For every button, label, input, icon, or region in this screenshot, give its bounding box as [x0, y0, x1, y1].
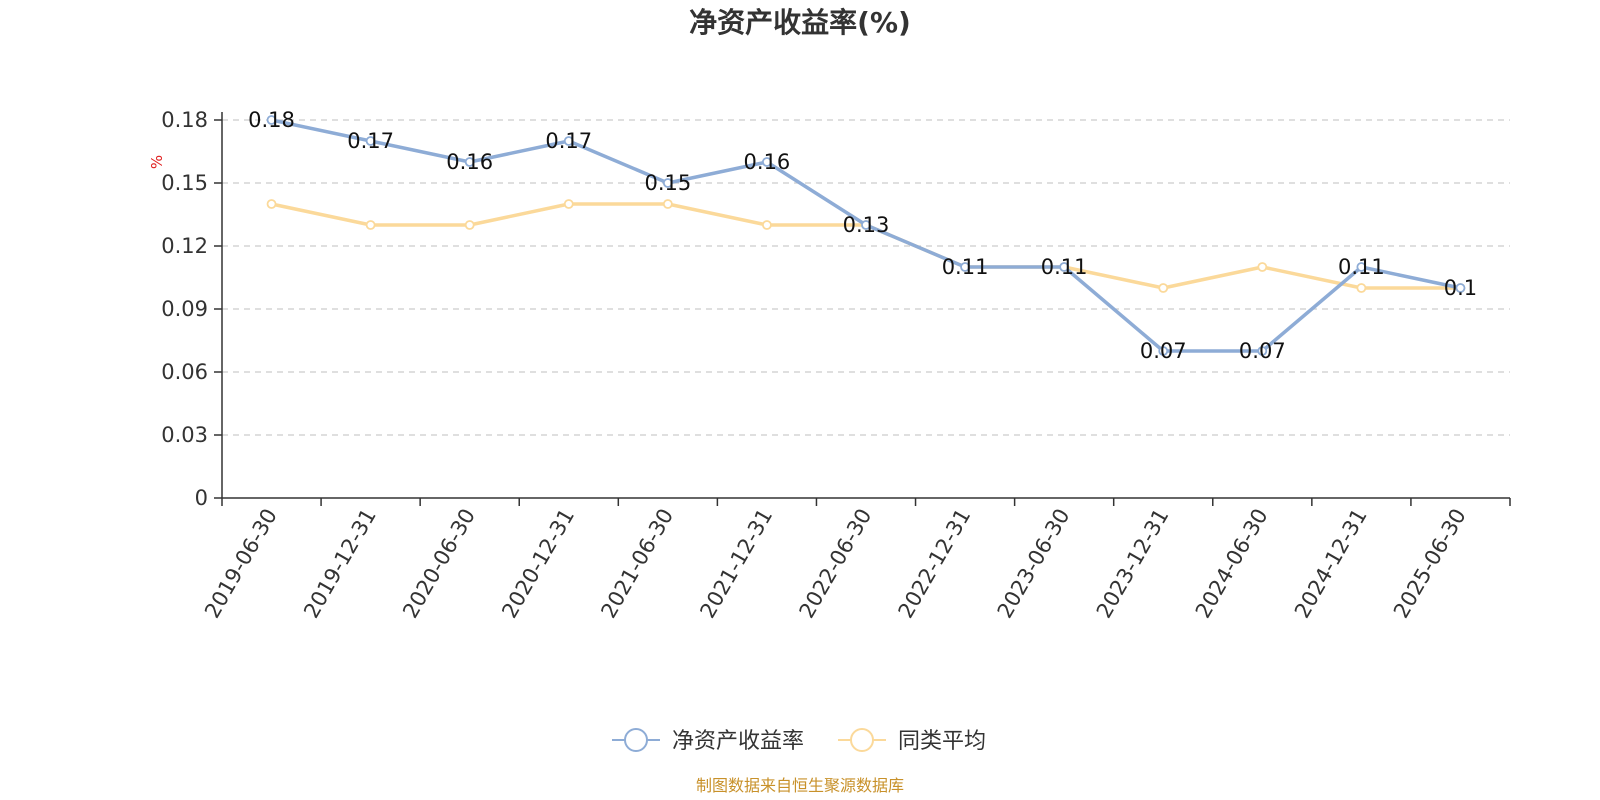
- y-tick-label: 0.06: [161, 360, 208, 384]
- series-1-point: [266, 199, 277, 209]
- legend-item-0[interactable]: 净资产收益率: [612, 728, 804, 754]
- data-label: 0.07: [1140, 339, 1187, 363]
- chart-title: 净资产收益率(%): [689, 6, 911, 39]
- x-tick-label: 2021-06-30: [596, 505, 678, 623]
- x-tick-label: 2023-06-30: [993, 505, 1075, 623]
- series-1-point: [464, 220, 475, 230]
- data-labels: 0.18 0.17 0.16 0.17 0.15 0.16 0.13 0.11 0.11 0.07…: [248, 108, 1477, 363]
- data-label: 0.13: [843, 213, 890, 237]
- data-label: 0.07: [1239, 339, 1286, 363]
- y-tick-label: 0.09: [161, 297, 208, 321]
- x-tick-label: 2020-12-31: [497, 505, 579, 623]
- data-label: 0.18: [248, 108, 295, 132]
- series-0-point: [861, 220, 871, 230]
- series-0-point: [960, 262, 970, 272]
- series-0-point: [762, 157, 772, 167]
- y-tick-label: 0.15: [161, 171, 208, 195]
- data-label: 0.11: [1041, 255, 1088, 279]
- data-label: 0.11: [942, 255, 989, 279]
- legend-marker: [850, 728, 874, 752]
- x-tick-label: 2020-06-30: [398, 505, 480, 623]
- series-0-point: [1356, 262, 1367, 272]
- series-0-point: [1059, 262, 1070, 272]
- x-tick-label: 2025-06-30: [1389, 505, 1471, 623]
- series-1-point: [762, 220, 772, 230]
- x-tick-label: 2021-12-31: [695, 505, 777, 623]
- grid-lines: [222, 119, 1510, 436]
- series-0-point: [563, 136, 574, 146]
- data-label: 0.17: [545, 129, 592, 153]
- series-0-point: [464, 157, 475, 167]
- series-0-point: [266, 115, 277, 125]
- x-tick-label: 2019-12-31: [299, 505, 381, 623]
- series-0-point: [1158, 346, 1169, 356]
- legend-item-1[interactable]: 同类平均: [838, 728, 986, 754]
- data-label: 0.15: [644, 171, 691, 195]
- series-1-point: [563, 199, 574, 209]
- series-0-point: [1257, 346, 1268, 356]
- legend-marker: [624, 728, 648, 752]
- x-tick-label: 2024-12-31: [1290, 505, 1372, 623]
- y-tick-label: 0.12: [161, 234, 208, 258]
- series-1-point: [662, 199, 673, 209]
- legend-label: 同类平均: [898, 729, 986, 754]
- series-lines: [266, 115, 1466, 356]
- x-tick-label: 2022-12-31: [894, 505, 976, 623]
- y-tick-label: 0.18: [161, 108, 208, 132]
- legend[interactable]: 净资产收益率 同类平均: [612, 728, 986, 754]
- x-axis-ticks: 2019-06-30 2019-12-31 2020-06-30 2020-12-31…: [200, 505, 1471, 623]
- series-0-point: [1455, 283, 1466, 293]
- y-tick-label: 0.03: [161, 423, 208, 447]
- series-1-point: [1257, 262, 1268, 272]
- data-label: 0.17: [347, 129, 394, 153]
- y-axis-unit-label: %: [148, 155, 166, 169]
- axes: [214, 112, 1511, 506]
- data-label: 0.1: [1444, 276, 1477, 300]
- data-source-note: 制图数据来自恒生聚源数据库: [696, 776, 904, 795]
- series-1-point: [1356, 283, 1367, 293]
- data-label: 0.16: [744, 150, 791, 174]
- series-0-point: [662, 178, 673, 188]
- x-tick-label: 2023-12-31: [1092, 505, 1174, 623]
- x-tick-label: 2022-06-30: [795, 505, 877, 623]
- y-tick-label: 0: [195, 486, 208, 510]
- y-axis-ticks: 0 0.03 0.06 0.09 0.12 0.15 0.18: [161, 108, 208, 510]
- series-1-point: [365, 220, 376, 230]
- legend-label: 净资产收益率: [672, 729, 804, 754]
- data-label: 0.16: [446, 150, 493, 174]
- x-tick-label: 2024-06-30: [1191, 505, 1273, 623]
- data-label: 0.11: [1338, 255, 1385, 279]
- series-0-point: [365, 136, 376, 146]
- x-tick-label: 2019-06-30: [200, 505, 282, 623]
- series-1-point: [1158, 283, 1169, 293]
